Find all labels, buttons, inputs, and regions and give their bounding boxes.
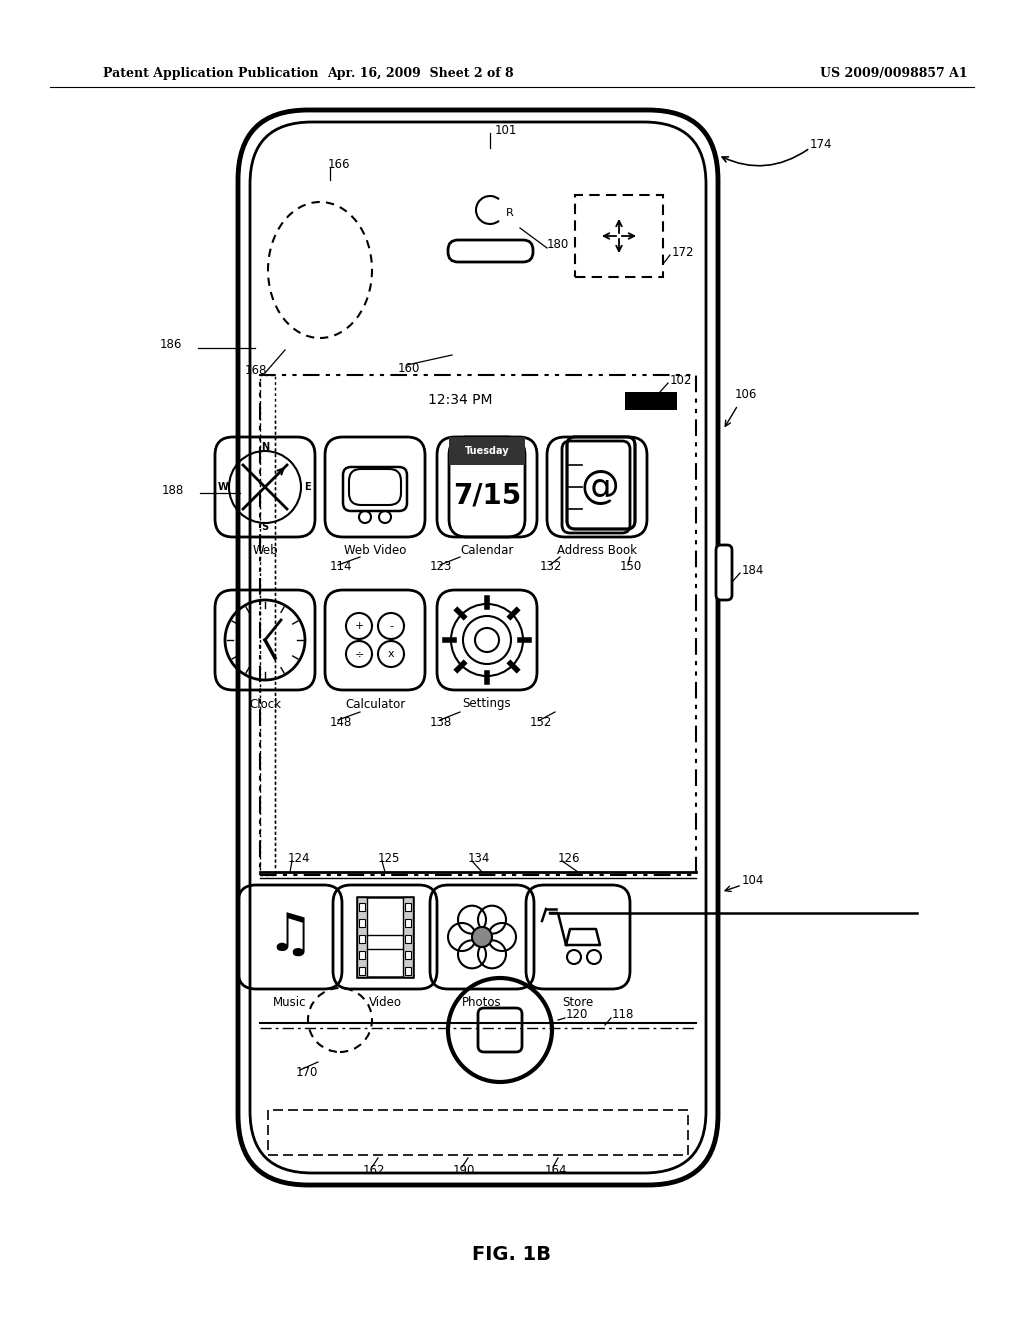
Text: Address Book: Address Book bbox=[557, 544, 637, 557]
Text: 12:34 PM: 12:34 PM bbox=[428, 393, 493, 407]
Text: Calendar: Calendar bbox=[461, 544, 514, 557]
Text: -: - bbox=[389, 620, 393, 631]
Text: 104: 104 bbox=[742, 874, 764, 887]
Text: ♫: ♫ bbox=[266, 911, 313, 964]
FancyBboxPatch shape bbox=[406, 935, 411, 942]
Text: Music: Music bbox=[273, 995, 307, 1008]
Text: 150: 150 bbox=[620, 561, 642, 573]
Text: Web Video: Web Video bbox=[344, 544, 407, 557]
Text: +: + bbox=[354, 620, 364, 631]
Text: 123: 123 bbox=[430, 561, 453, 573]
Circle shape bbox=[472, 927, 492, 946]
Text: N: N bbox=[261, 442, 269, 451]
FancyBboxPatch shape bbox=[449, 437, 525, 465]
Text: W: W bbox=[218, 482, 228, 492]
Text: 184: 184 bbox=[742, 564, 764, 577]
Text: 160: 160 bbox=[398, 362, 421, 375]
FancyBboxPatch shape bbox=[359, 968, 365, 975]
Text: Photos: Photos bbox=[462, 995, 502, 1008]
Text: 126: 126 bbox=[558, 851, 581, 865]
Text: 170: 170 bbox=[296, 1065, 318, 1078]
FancyBboxPatch shape bbox=[403, 898, 413, 977]
Text: 162: 162 bbox=[362, 1163, 385, 1176]
Text: 190: 190 bbox=[453, 1163, 475, 1176]
Text: 106: 106 bbox=[735, 388, 758, 401]
FancyBboxPatch shape bbox=[625, 392, 677, 411]
Text: Clock: Clock bbox=[249, 697, 281, 710]
Text: US 2009/0098857 A1: US 2009/0098857 A1 bbox=[820, 66, 968, 79]
Text: 118: 118 bbox=[612, 1008, 635, 1022]
Text: 166: 166 bbox=[328, 158, 350, 172]
FancyBboxPatch shape bbox=[359, 950, 365, 960]
FancyBboxPatch shape bbox=[357, 898, 367, 977]
Text: 7/15: 7/15 bbox=[453, 480, 521, 510]
Text: 168: 168 bbox=[245, 363, 267, 376]
Text: 114: 114 bbox=[330, 561, 352, 573]
FancyBboxPatch shape bbox=[716, 545, 732, 601]
Text: S: S bbox=[261, 521, 268, 532]
Text: 138: 138 bbox=[430, 715, 453, 729]
Text: 102: 102 bbox=[670, 374, 692, 387]
Text: R: R bbox=[506, 209, 514, 218]
Text: 164: 164 bbox=[545, 1163, 567, 1176]
Text: ÷: ÷ bbox=[354, 649, 364, 659]
Text: 132: 132 bbox=[540, 561, 562, 573]
Text: 152: 152 bbox=[530, 715, 552, 729]
Text: 172: 172 bbox=[672, 246, 694, 259]
Text: Store: Store bbox=[562, 995, 594, 1008]
Text: 124: 124 bbox=[288, 851, 310, 865]
Text: Patent Application Publication: Patent Application Publication bbox=[103, 66, 318, 79]
FancyBboxPatch shape bbox=[359, 919, 365, 927]
FancyBboxPatch shape bbox=[406, 903, 411, 911]
Text: x: x bbox=[388, 649, 394, 659]
Text: 148: 148 bbox=[330, 715, 352, 729]
FancyBboxPatch shape bbox=[567, 437, 635, 529]
Text: 120: 120 bbox=[566, 1008, 589, 1022]
FancyBboxPatch shape bbox=[238, 110, 718, 1185]
FancyBboxPatch shape bbox=[359, 903, 365, 911]
Text: Web: Web bbox=[252, 544, 278, 557]
Text: Video: Video bbox=[369, 995, 401, 1008]
Text: Settings: Settings bbox=[463, 697, 511, 710]
Text: Tuesday: Tuesday bbox=[465, 446, 509, 455]
FancyBboxPatch shape bbox=[406, 919, 411, 927]
FancyBboxPatch shape bbox=[406, 950, 411, 960]
Text: FIG. 1B: FIG. 1B bbox=[472, 1246, 552, 1265]
FancyBboxPatch shape bbox=[406, 968, 411, 975]
Text: 101: 101 bbox=[495, 124, 517, 136]
Text: 186: 186 bbox=[160, 338, 182, 351]
FancyBboxPatch shape bbox=[359, 935, 365, 942]
Text: 188: 188 bbox=[162, 483, 184, 496]
Text: 180: 180 bbox=[547, 239, 569, 252]
Text: 174: 174 bbox=[810, 139, 833, 152]
Text: @: @ bbox=[581, 469, 620, 506]
Text: Apr. 16, 2009  Sheet 2 of 8: Apr. 16, 2009 Sheet 2 of 8 bbox=[327, 66, 513, 79]
Text: 134: 134 bbox=[468, 851, 490, 865]
Text: Calculator: Calculator bbox=[345, 697, 406, 710]
Text: 125: 125 bbox=[378, 851, 400, 865]
Text: E: E bbox=[304, 482, 310, 492]
